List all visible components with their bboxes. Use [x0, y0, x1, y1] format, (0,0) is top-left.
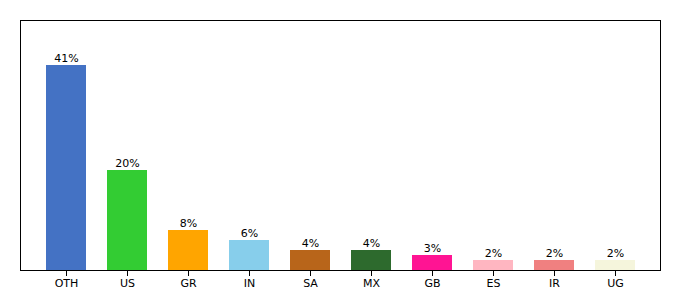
- svg-text:4%: 4%: [302, 237, 319, 250]
- svg-text:2%: 2%: [485, 247, 502, 260]
- svg-text:SA: SA: [303, 277, 318, 290]
- svg-text:IR: IR: [549, 277, 560, 290]
- svg-text:3%: 3%: [424, 242, 441, 255]
- svg-text:2%: 2%: [607, 247, 624, 260]
- svg-text:2%: 2%: [546, 247, 563, 260]
- svg-text:UG: UG: [607, 277, 624, 290]
- svg-text:MX: MX: [363, 277, 380, 290]
- svg-text:41%: 41%: [54, 52, 78, 65]
- svg-text:4%: 4%: [363, 237, 380, 250]
- svg-text:GR: GR: [180, 277, 197, 290]
- svg-text:8%: 8%: [180, 217, 197, 230]
- svg-text:US: US: [120, 277, 135, 290]
- svg-text:ES: ES: [487, 277, 501, 290]
- svg-text:6%: 6%: [241, 227, 258, 240]
- svg-text:GB: GB: [424, 277, 440, 290]
- svg-text:IN: IN: [244, 277, 255, 290]
- svg-text:OTH: OTH: [55, 277, 79, 290]
- svg-text:20%: 20%: [115, 157, 139, 170]
